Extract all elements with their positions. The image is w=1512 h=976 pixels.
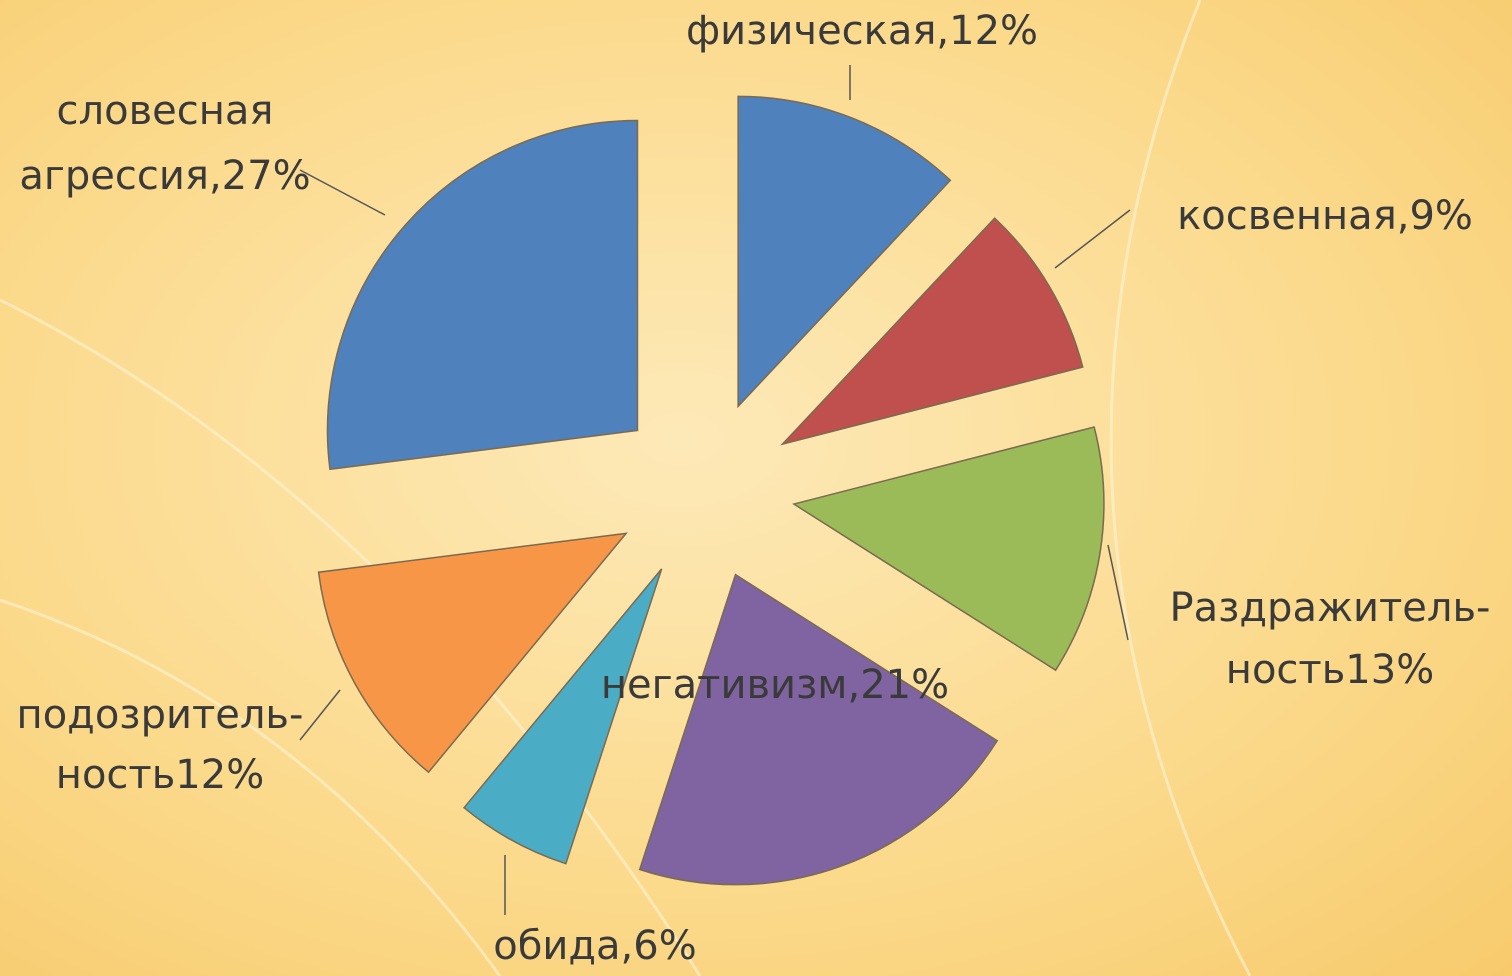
pie-slice <box>792 426 1105 672</box>
data-label: подозритель- <box>17 692 304 738</box>
data-label: словесная <box>57 88 274 134</box>
leader-line <box>1054 209 1131 269</box>
data-label: агрессия,27% <box>19 153 310 199</box>
pie-slice <box>317 532 628 774</box>
data-label: обида,6% <box>493 923 696 969</box>
pie-slice <box>780 217 1084 446</box>
data-label: Раздражитель- <box>1170 585 1491 631</box>
data-label: ность12% <box>56 752 264 798</box>
data-label: косвенная,9% <box>1177 193 1473 239</box>
pie-slice <box>737 95 952 409</box>
data-label: физическая,12% <box>686 8 1038 54</box>
pie-slice <box>638 573 999 886</box>
leader-line <box>299 169 386 216</box>
leader-lines <box>299 65 1131 915</box>
pie-slice <box>462 568 663 865</box>
pie-slice <box>326 119 639 471</box>
leader-line <box>299 689 341 741</box>
data-label: негативизм,21% <box>601 662 949 708</box>
leader-line <box>1107 544 1129 641</box>
data-label: ность13% <box>1226 647 1434 693</box>
